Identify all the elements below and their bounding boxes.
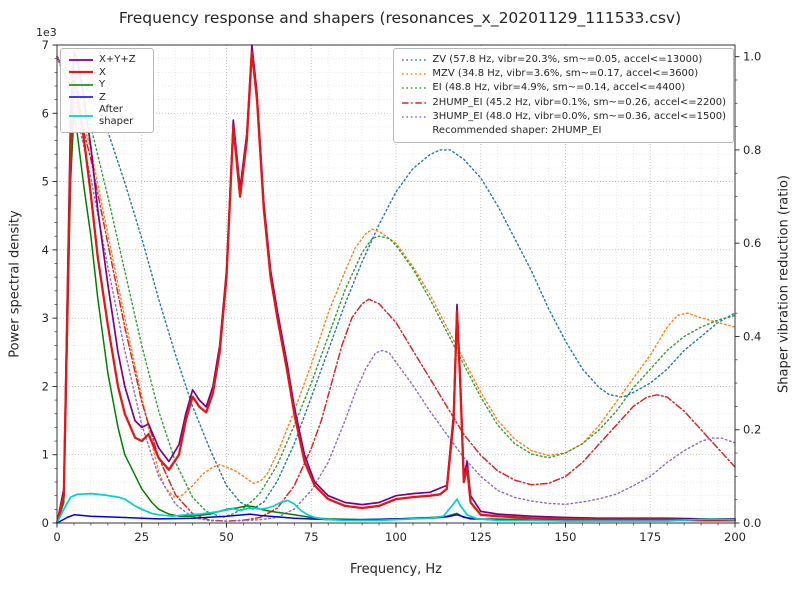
- svg-text:0.6: 0.6: [743, 236, 761, 250]
- svg-text:7: 7: [42, 38, 49, 52]
- svg-text:150: 150: [555, 530, 577, 544]
- svg-text:0: 0: [42, 516, 49, 530]
- svg-text:200: 200: [724, 530, 746, 544]
- legend-item: EI (48.8 Hz, vibr=4.9%, sm~=0.14, accel<…: [401, 81, 726, 95]
- legend-label: Z: [99, 91, 106, 103]
- series-3hump_ei-line: [56, 56, 736, 522]
- legend-line-sample: [401, 112, 427, 122]
- legend-item: MZV (34.8 Hz, vibr=3.6%, sm~=0.17, accel…: [401, 67, 726, 81]
- series-ei-line: [56, 56, 736, 519]
- legend-line-sample: [68, 55, 94, 65]
- svg-text:1.0: 1.0: [743, 50, 761, 64]
- legend-label: X+Y+Z: [99, 54, 136, 65]
- legend-label: EI (48.8 Hz, vibr=4.9%, sm~=0.14, accel<…: [432, 82, 686, 94]
- legend-line-sample: [68, 92, 94, 102]
- svg-text:50: 50: [219, 530, 234, 544]
- svg-text:4: 4: [42, 243, 49, 257]
- left-axis-multiplier: 1e3: [36, 26, 57, 39]
- right-axis-label: Shaper vibration reduction (ratio): [776, 175, 792, 393]
- series-after-shaper-line: [56, 492, 736, 524]
- svg-text:175: 175: [639, 530, 661, 544]
- legend-line-sample: [68, 111, 94, 121]
- x-axis-label: Frequency, Hz: [349, 562, 443, 577]
- svg-text:3: 3: [42, 311, 49, 325]
- legend-item: After shaper: [68, 104, 146, 127]
- legend-item: 2HUMP_EI (45.2 Hz, vibr=0.1%, sm~=0.26, …: [401, 96, 726, 110]
- recommended-shaper-text: Recommended shaper: 2HUMP_EI: [432, 124, 602, 136]
- svg-text:125: 125: [470, 530, 492, 544]
- svg-text:2: 2: [42, 379, 49, 393]
- series-mzv-line: [56, 56, 736, 499]
- legend-label: 3HUMP_EI (48.0 Hz, vibr=0.0%, sm~=0.36, …: [432, 110, 726, 122]
- svg-text:0.2: 0.2: [743, 423, 761, 437]
- legend-item: Y: [68, 79, 146, 91]
- legend-label: Y: [99, 79, 106, 90]
- legend-item: 3HUMP_EI (48.0 Hz, vibr=0.0%, sm~=0.36, …: [401, 110, 726, 124]
- svg-text:75: 75: [304, 530, 319, 544]
- svg-text:0.4: 0.4: [743, 329, 761, 343]
- axis-ticks: 0 25 50 75 100 125 150 175 200 0 1 2 3 4 5 6 7 0.0 0.2 0.4 0…: [42, 38, 762, 544]
- legend-label: 2HUMP_EI (45.2 Hz, vibr=0.1%, sm~=0.26, …: [432, 96, 726, 108]
- legend-line-sample: [68, 80, 94, 90]
- svg-text:5: 5: [42, 175, 49, 189]
- legend-item: ZV (57.8 Hz, vibr=20.3%, sm~=0.05, accel…: [401, 53, 726, 67]
- legend-label: X: [99, 66, 106, 78]
- series-2hump_ei-line: [56, 55, 736, 522]
- legend-line-sample: [401, 83, 427, 93]
- psd-legend: X+Y+Z X Y Z After shaper: [60, 48, 154, 133]
- svg-text:1: 1: [42, 448, 49, 462]
- legend-line-sample: [401, 55, 427, 65]
- left-axis-label: Power spectral density: [7, 210, 23, 358]
- legend-label: MZV (34.8 Hz, vibr=3.6%, sm~=0.17, accel…: [432, 68, 699, 80]
- svg-text:100: 100: [385, 530, 407, 544]
- chart-title: Frequency response and shapers (resonanc…: [118, 9, 682, 27]
- legend-item: X+Y+Z: [68, 54, 146, 66]
- svg-text:25: 25: [134, 530, 149, 544]
- series-lines: [55, 44, 737, 525]
- svg-text:6: 6: [42, 106, 49, 120]
- legend-item: Z: [68, 92, 146, 104]
- svg-text:0.0: 0.0: [743, 516, 761, 530]
- legend-line-sample: [401, 98, 427, 108]
- legend-item: X: [68, 67, 146, 79]
- legend-label: ZV (57.8 Hz, vibr=20.3%, sm~=0.05, accel…: [432, 54, 703, 65]
- series-x-line: [55, 50, 737, 525]
- legend-line-sample: [68, 67, 94, 77]
- legend-line-sample: [401, 69, 427, 79]
- svg-text:0: 0: [53, 530, 60, 544]
- svg-text:0.8: 0.8: [743, 143, 761, 157]
- legend-label: After shaper: [99, 104, 134, 127]
- shaper-legend: ZV (57.8 Hz, vibr=20.3%, sm~=0.05, accel…: [393, 48, 734, 144]
